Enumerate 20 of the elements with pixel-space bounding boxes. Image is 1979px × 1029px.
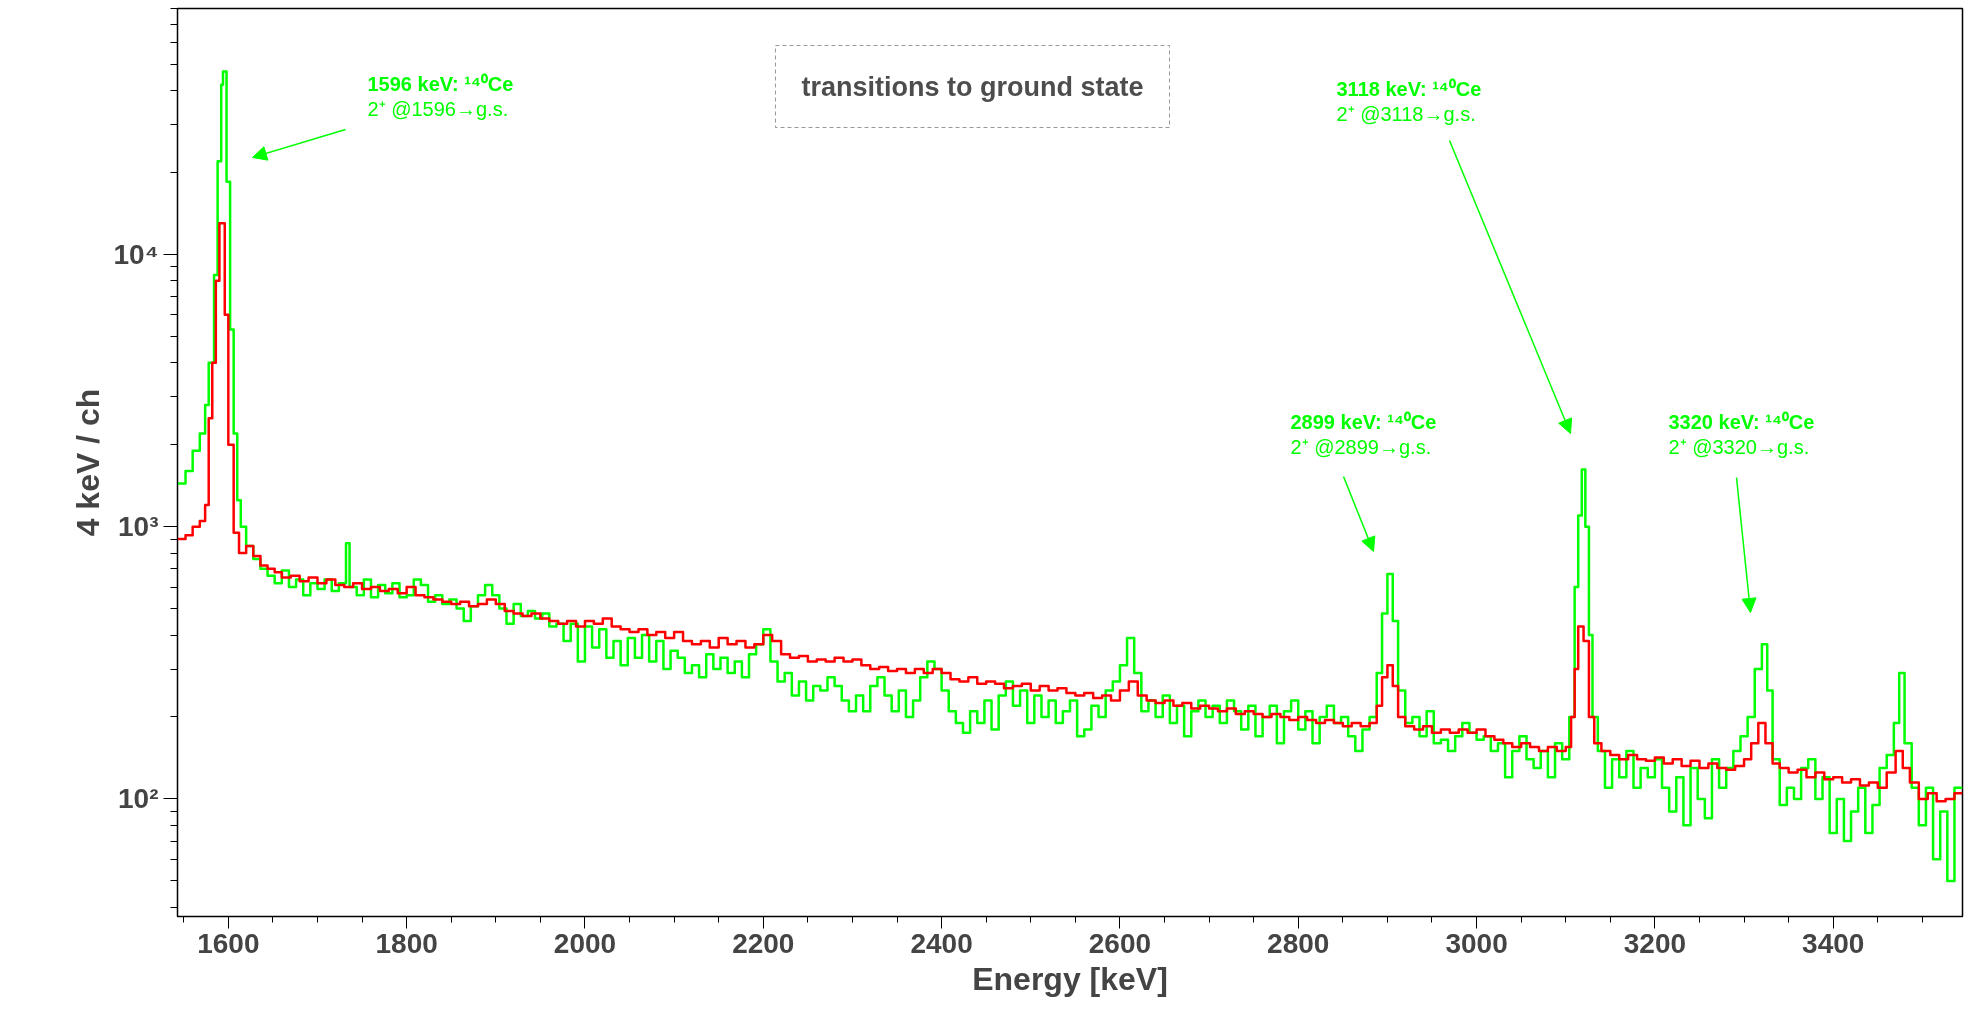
x-tick-label: 3000 — [1445, 927, 1508, 959]
x-tick-label: 2400 — [910, 927, 973, 959]
x-axis-title: Energy [keV] — [972, 960, 1168, 997]
annotation: 2899 keV: ¹⁴⁰Ce 2⁺ @2899→g.s. — [1290, 410, 1437, 458]
x-tick-label: 2600 — [1088, 927, 1152, 959]
y-tick-label: 10² — [118, 783, 159, 815]
annotation: 3320 keV: ¹⁴⁰Ce 2⁺ @3320→g.s. — [1668, 410, 1815, 458]
x-tick-label: 2000 — [553, 927, 617, 959]
y-tick-label: 10³ — [118, 511, 159, 543]
x-tick-label: 3400 — [1802, 927, 1865, 959]
x-tick-label: 3200 — [1623, 927, 1687, 959]
annotation: 3118 keV: ¹⁴⁰Ce 2⁺ @3118→g.s. — [1336, 77, 1482, 125]
y-tick-label: 10⁴ — [113, 238, 159, 270]
x-tick-label: 2200 — [732, 927, 795, 959]
x-tick-label: 2800 — [1267, 927, 1330, 959]
text: transitions to ground state — [801, 71, 1144, 102]
x-tick-label: 1600 — [197, 927, 260, 959]
x-tick-label: 1800 — [375, 927, 438, 959]
y-axis-title: 4 keV / ch — [69, 388, 106, 537]
annotation: 1596 keV: ¹⁴⁰Ce 2⁺ @1596→g.s. — [367, 72, 514, 120]
